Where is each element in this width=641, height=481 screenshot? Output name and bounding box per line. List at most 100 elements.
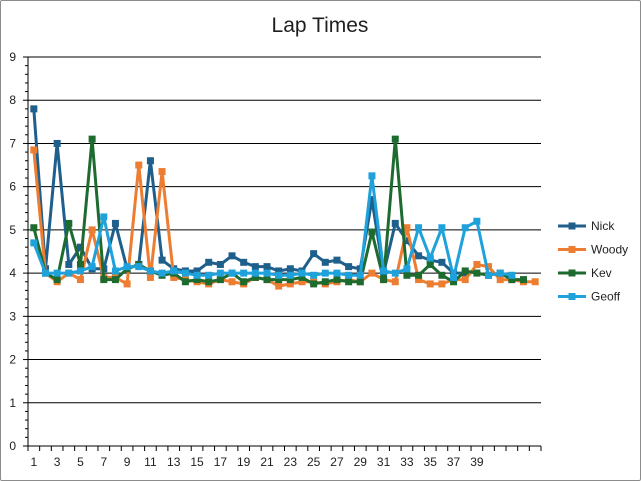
- data-point-nick: [368, 196, 376, 204]
- data-point-geoff: [403, 265, 411, 273]
- data-point-geoff: [170, 267, 178, 275]
- data-point-nick: [391, 219, 399, 227]
- data-point-nick: [321, 258, 329, 266]
- data-point-geoff: [251, 269, 259, 277]
- data-point-kev: [216, 276, 224, 284]
- data-point-kev: [65, 219, 73, 227]
- data-point-woody: [275, 282, 283, 290]
- data-point-kev: [508, 276, 516, 284]
- data-point-geoff: [380, 267, 388, 275]
- data-point-kev: [251, 273, 259, 281]
- data-point-woody: [30, 146, 38, 154]
- y-tick-label: 4: [9, 266, 16, 280]
- x-tick-label: 15: [190, 455, 204, 469]
- data-point-nick: [415, 252, 423, 260]
- x-tick-label: 19: [237, 455, 251, 469]
- data-point-geoff: [146, 267, 154, 275]
- data-point-geoff: [123, 263, 131, 271]
- data-point-geoff: [111, 267, 119, 275]
- data-point-nick: [275, 267, 283, 275]
- data-point-kev: [298, 273, 306, 281]
- x-tick-label: 29: [354, 455, 368, 469]
- x-tick-label: 7: [100, 455, 107, 469]
- data-point-geoff: [216, 269, 224, 277]
- data-point-woody: [403, 224, 411, 232]
- x-tick-label: 9: [124, 455, 131, 469]
- data-point-nick: [333, 256, 341, 264]
- legend-label: Nick: [591, 219, 615, 233]
- y-tick-label: 2: [9, 353, 16, 367]
- data-point-geoff: [473, 217, 481, 225]
- data-point-woody: [135, 161, 143, 169]
- data-point-woody: [298, 278, 306, 286]
- data-point-kev: [426, 260, 434, 268]
- data-point-geoff: [368, 172, 376, 180]
- data-point-kev: [356, 278, 364, 286]
- data-point-geoff: [240, 269, 248, 277]
- legend-label: Woody: [591, 243, 628, 257]
- series-line-woody: [32, 149, 536, 288]
- data-point-geoff: [65, 269, 73, 277]
- data-point-woody: [473, 260, 481, 268]
- data-point-kev: [473, 269, 481, 277]
- x-tick-label: 39: [470, 455, 484, 469]
- plot-area: [30, 105, 539, 290]
- data-point-kev: [450, 278, 458, 286]
- data-point-nick: [438, 258, 446, 266]
- y-tick-label: 7: [9, 136, 16, 150]
- x-tick-label: 17: [214, 455, 228, 469]
- data-point-kev: [321, 278, 329, 286]
- gridlines: [28, 56, 541, 404]
- data-point-woody: [88, 226, 96, 234]
- data-point-geoff: [181, 269, 189, 277]
- data-point-geoff: [333, 269, 341, 277]
- y-tick-label: 5: [9, 223, 16, 237]
- series-line-geoff: [32, 174, 513, 279]
- data-point-woody: [146, 273, 154, 281]
- data-point-nick: [30, 105, 38, 113]
- data-point-kev: [76, 260, 84, 268]
- data-point-woody: [76, 276, 84, 284]
- data-point-nick: [205, 258, 213, 266]
- data-point-geoff: [438, 224, 446, 232]
- data-point-kev: [438, 271, 446, 279]
- data-point-nick: [65, 260, 73, 268]
- data-point-nick: [193, 267, 201, 275]
- chart-title: Lap Times: [272, 14, 369, 37]
- data-point-kev: [53, 276, 61, 284]
- data-point-geoff: [415, 224, 423, 232]
- data-point-kev: [100, 276, 108, 284]
- data-point-nick: [403, 237, 411, 245]
- legend-swatch-marker: [568, 222, 576, 230]
- data-point-geoff: [30, 239, 38, 247]
- data-point-woody: [368, 269, 376, 277]
- data-point-kev: [520, 276, 528, 284]
- data-point-nick: [76, 243, 84, 251]
- x-tick-label: 3: [54, 455, 61, 469]
- legend-item-kev: Kev: [558, 266, 612, 280]
- data-point-geoff: [275, 271, 283, 279]
- x-tick-label: 1: [30, 455, 37, 469]
- x-tick-label: 37: [447, 455, 461, 469]
- legend-label: Geoff: [591, 290, 621, 304]
- data-point-woody: [286, 280, 294, 288]
- data-point-geoff: [461, 224, 469, 232]
- data-point-nick: [111, 219, 119, 227]
- data-point-kev: [193, 276, 201, 284]
- data-point-nick: [146, 157, 154, 165]
- data-point-kev: [391, 135, 399, 143]
- data-point-kev: [240, 278, 248, 286]
- y-tick-label: 8: [9, 93, 16, 107]
- data-point-kev: [461, 267, 469, 275]
- data-point-kev: [368, 228, 376, 236]
- data-point-woody: [170, 273, 178, 281]
- data-point-nick: [251, 263, 259, 271]
- y-tick-label: 9: [9, 50, 16, 64]
- legend-swatch-marker: [568, 269, 576, 277]
- data-point-geoff: [193, 271, 201, 279]
- data-point-geoff: [298, 269, 306, 277]
- data-point-nick: [345, 263, 353, 271]
- data-point-geoff: [135, 263, 143, 271]
